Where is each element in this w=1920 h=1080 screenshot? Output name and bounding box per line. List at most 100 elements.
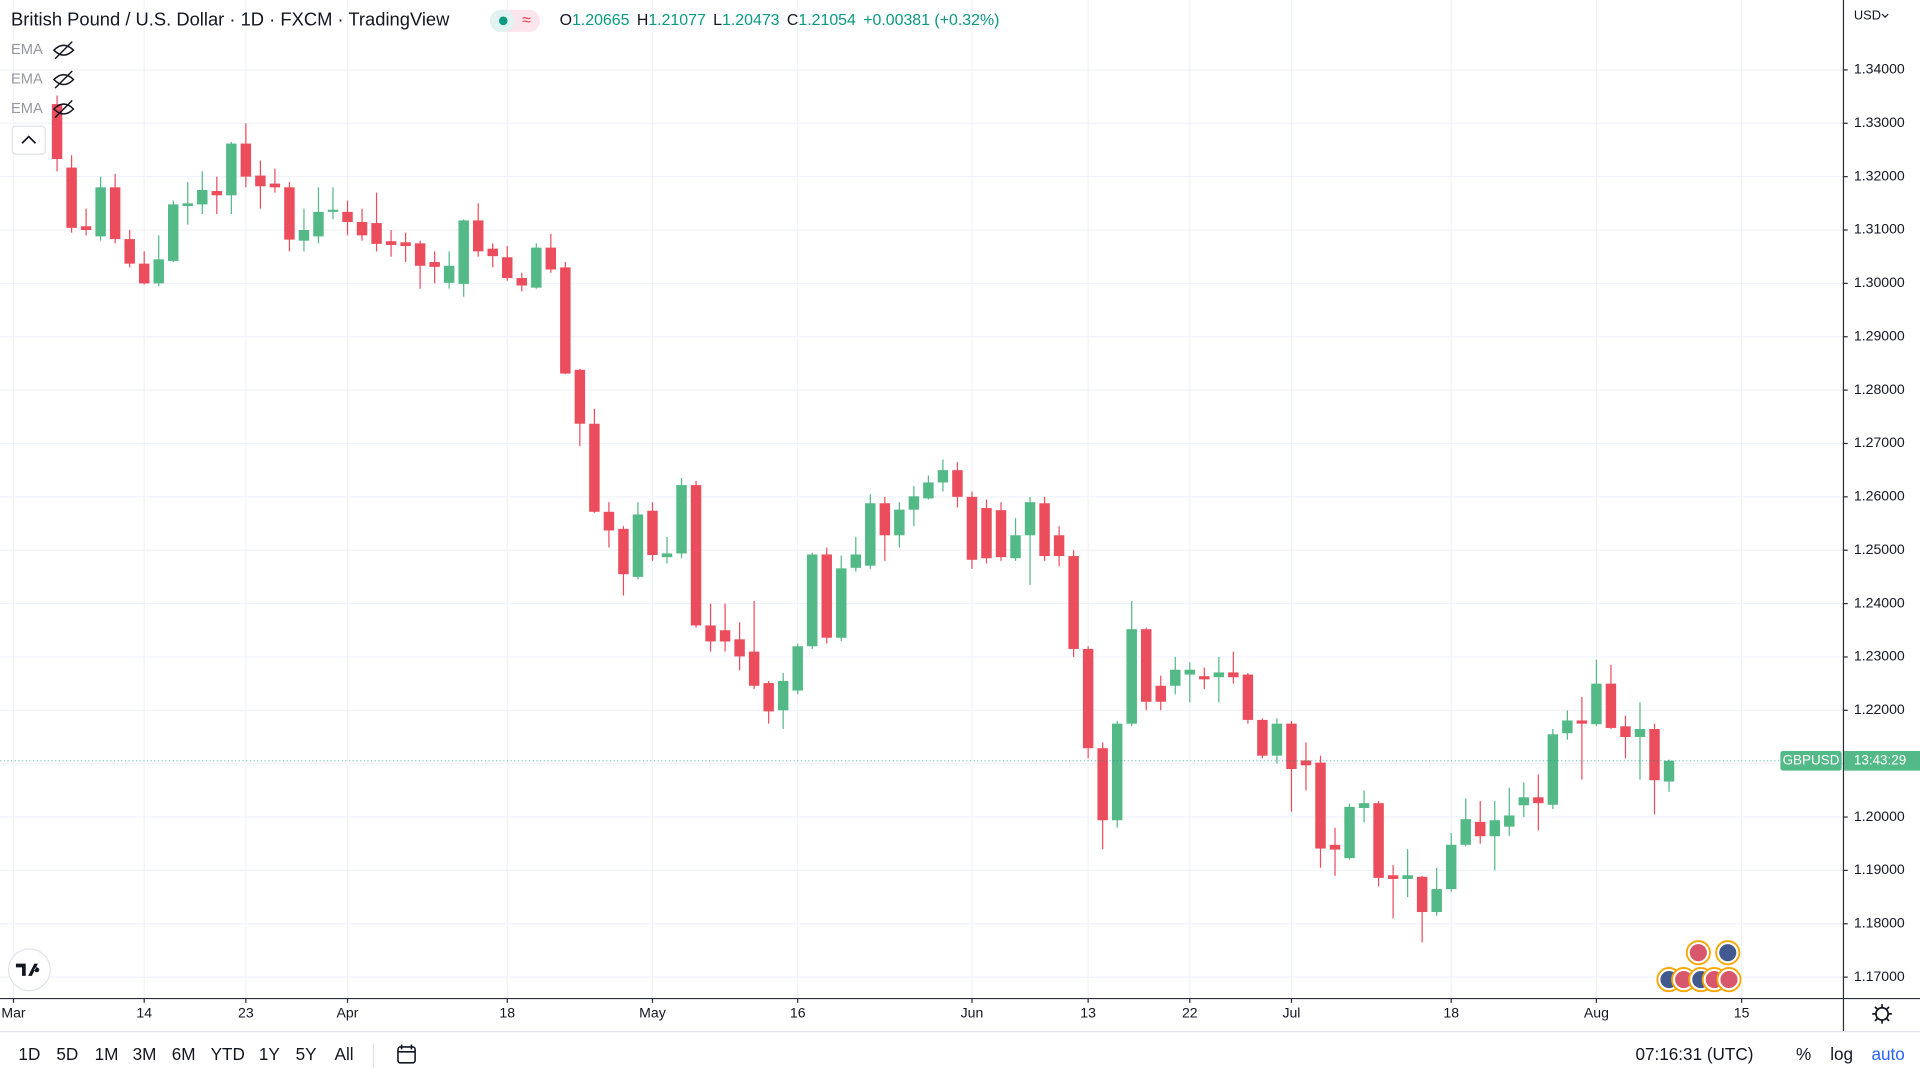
candle-body [226,143,237,196]
candle-body [400,242,411,247]
candle-body [1228,672,1239,678]
candle-body [1445,844,1457,890]
candle-body [211,191,223,196]
candle-body [966,496,978,560]
status-pill: ≈ [489,9,540,32]
candle-body [1547,734,1559,805]
range-button[interactable]: 5Y [296,1044,318,1064]
range-button[interactable]: 1D [18,1044,40,1064]
range-button[interactable]: 3M [133,1044,157,1064]
y-tick-label: 1.23000 [1854,648,1905,664]
range-button[interactable]: 1M [95,1044,119,1064]
event-flags[interactable] [1656,940,1742,993]
candle-body [1039,503,1050,557]
y-tick-label: 1.32000 [1854,167,1905,183]
date-range-icon[interactable] [397,1044,416,1064]
candle-body [676,485,687,554]
candle-body [865,503,876,566]
range-button[interactable]: All [335,1044,354,1064]
y-tick-label: 1.34000 [1854,61,1905,77]
candle-body [981,508,992,559]
range-button[interactable]: 6M [172,1044,196,1064]
x-tick-label: 16 [790,1005,806,1021]
settings-gear[interactable] [1872,1004,1892,1024]
candle-body [197,189,208,205]
hide-icon[interactable] [52,99,75,119]
y-tick-label: 1.18000 [1854,914,1905,930]
candle-body [138,263,150,284]
collapse-button[interactable] [11,125,46,155]
candle-body [51,104,63,160]
candle-body [168,204,179,261]
hide-icon[interactable] [52,70,75,89]
range-button[interactable]: YTD [211,1044,245,1064]
indicator-label: EMA [11,101,43,117]
y-tick-label: 1.19000 [1854,861,1905,877]
axes: 1.170001.180001.190001.200001.210001.220… [1,61,1905,1021]
candle-body [1605,683,1617,728]
candle-body [1562,720,1573,734]
tradingview-logo[interactable] [7,948,51,992]
scale-option[interactable]: % [1796,1044,1811,1064]
candle-body [1082,648,1094,749]
candle-body [1402,875,1413,879]
y-tick-label: 1.33000 [1854,114,1905,130]
y-tick-label: 1.29000 [1854,327,1905,343]
candle-body [1663,760,1675,782]
candle-body [1634,728,1646,737]
candle-body [458,220,469,284]
candle-body [385,241,397,245]
candle-body [1141,629,1152,702]
candle-body [937,470,949,483]
symbol-tag: GBPUSD [1783,752,1840,767]
candle-body [632,514,644,577]
candle-body [1053,535,1065,557]
candle-body [356,222,368,236]
candle-body [734,639,745,657]
x-tick-label: 22 [1182,1005,1198,1021]
candle-body [1475,821,1486,837]
candle-body [1344,806,1355,859]
x-tick-label: May [639,1005,667,1021]
candle-body [821,554,832,638]
candle-body [705,625,716,642]
ohlc-key: O [560,12,572,29]
candle-body [531,247,542,288]
candle-body [792,646,803,691]
candle-body [1373,803,1384,878]
scale-option[interactable]: auto [1871,1044,1904,1064]
candle-body [879,503,891,536]
candle-body [618,528,629,575]
clock[interactable]: 07:16:31 (UTC) [1635,1044,1753,1064]
y-tick-label: 1.20000 [1854,808,1905,824]
candle-body [1184,669,1196,675]
ohlc-value: 1.21077 [648,12,706,29]
scale-option[interactable]: log [1830,1044,1853,1064]
grid [0,0,1843,998]
candle-body [908,496,920,510]
hide-icon[interactable] [52,41,75,60]
x-tick-label: 14 [136,1005,152,1021]
range-button[interactable]: 5D [56,1044,78,1064]
candle-body [1155,685,1166,702]
candle-body [1591,683,1602,725]
candle-body [1649,728,1660,781]
candle-body [1271,723,1283,756]
x-tick-label: Jul [1282,1005,1300,1021]
range-button[interactable]: 1Y [259,1044,281,1064]
indicator-label: EMA [11,42,43,58]
candle-body [1010,535,1021,559]
ohlc-key: C [787,12,799,29]
candle-body [806,554,818,647]
y-tick-label: 1.27000 [1854,434,1905,450]
currency-label[interactable]: USD [1854,7,1881,22]
candle-body [1358,803,1370,808]
y-tick-label: 1.25000 [1854,541,1905,557]
candle-body [327,209,339,212]
candle-body [1387,875,1399,879]
symbol-tag-bg [1780,751,1842,771]
candle-body [182,203,193,206]
candle-body [284,187,295,240]
chart-title: British Pound / U.S. Dollar · 1D · FXCM … [11,9,450,30]
